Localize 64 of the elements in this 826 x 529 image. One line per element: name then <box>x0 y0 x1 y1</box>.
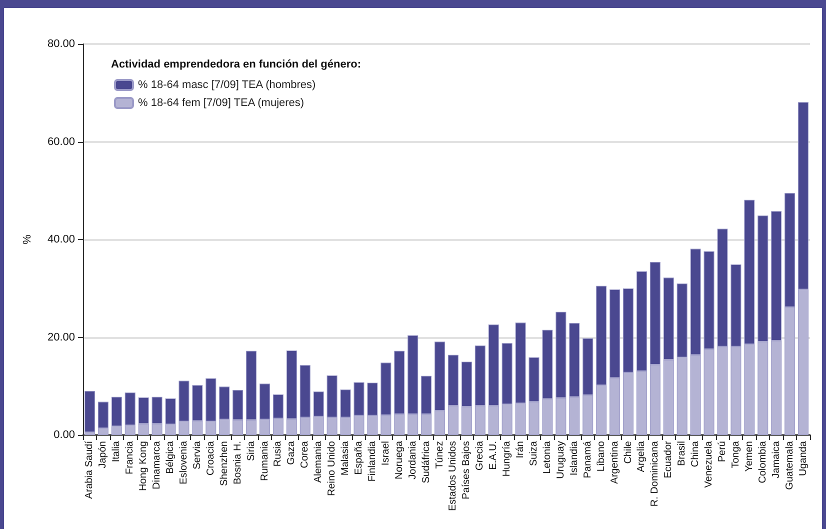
x-tick-label: Siria <box>246 440 257 462</box>
x-tick-label: Japón <box>98 441 109 468</box>
x-tick-label: Eslovenia <box>178 440 190 484</box>
legend-title: Actividad emprendedora en función del género: <box>111 58 361 70</box>
x-tick-label: Panamá <box>582 440 594 478</box>
x-tick-label: Chile <box>622 440 634 464</box>
x-tick-label: Uganda <box>798 440 809 476</box>
x-tick-label: Yemen <box>744 441 755 472</box>
x-tick-label: Arabia Saudí <box>84 440 96 499</box>
x-tick-label: España <box>353 440 364 475</box>
legend-label: % 18-64 fem [7/09] TEA (mujeres) <box>138 97 304 109</box>
x-tick-label: Jamaica <box>770 440 782 478</box>
x-tick-label: Bosnia H. <box>232 441 244 484</box>
x-tick-label: Suiza <box>528 440 540 466</box>
bar <box>84 391 95 432</box>
x-tick-label: Líbano <box>596 440 607 472</box>
x-tick-label: Jordania <box>407 440 418 480</box>
x-tick-label: Dinamarca <box>152 440 163 490</box>
y-axis-title: % <box>22 234 34 244</box>
x-tick-label: Reino Unido <box>326 440 338 496</box>
x-tick-label: Venezuela <box>704 440 715 488</box>
x-tick-label: Malasia <box>340 440 352 476</box>
y-tick-label: 80.00 <box>47 38 75 50</box>
x-tick-label: R. Dominicana <box>650 440 661 507</box>
x-tick-label: E.A.U. <box>488 441 500 470</box>
y-tick-label: 20.00 <box>47 331 75 344</box>
x-tick-label: Noruega <box>394 440 405 480</box>
x-tick-label: Argentina <box>609 440 620 484</box>
x-tick-label: Hungría <box>502 440 513 477</box>
x-tick-label: Gaza <box>286 440 298 465</box>
x-tick-label: Brasil <box>676 441 688 466</box>
x-tick-label: China <box>690 440 702 468</box>
y-tick-label: 0.00 <box>54 429 75 441</box>
x-tick-label: Letonia <box>542 440 553 474</box>
x-tick-label: Estados Unidos <box>448 441 459 512</box>
legend-label: % 18-64 masc [7/09] TEA (hombres) <box>138 79 316 91</box>
x-tick-label: Rumania <box>259 440 270 482</box>
x-tick-label: Francia <box>124 440 136 474</box>
x-tick-label: Hong Kong <box>138 441 150 492</box>
x-tick-label: Italia <box>111 440 122 462</box>
x-tick-label: Países Bajos <box>461 441 472 500</box>
x-tick-label: Perú <box>716 441 728 462</box>
x-tick-label: Alemania <box>313 440 324 483</box>
x-tick-label: Sudáfrica <box>420 440 432 484</box>
x-tick-label: Ecuador <box>663 440 674 478</box>
x-tick-label: Croacia <box>205 440 216 476</box>
x-tick-label: Servia <box>192 440 203 470</box>
x-tick-label: Israel <box>380 441 392 466</box>
x-tick-label: Irán <box>515 441 526 458</box>
x-tick-label: Colombia <box>757 440 768 484</box>
x-tick-label: Tonga <box>730 440 742 468</box>
x-tick-label: Islandia <box>568 440 580 476</box>
x-tick-label: Grecia <box>474 440 486 470</box>
x-tick-label: Argelia <box>636 440 648 472</box>
x-tick-label: Corea <box>300 440 311 468</box>
x-tick-label: Uruguay <box>555 441 566 479</box>
x-tick-label: Guatemala <box>784 440 796 490</box>
x-tick-label: Bélgica <box>165 440 176 474</box>
x-tick-label: Túnez <box>434 441 446 469</box>
y-tick-label: 60.00 <box>47 136 75 148</box>
x-tick-label: Shenzhen <box>218 441 230 486</box>
x-tick-label: Rusia <box>272 440 284 467</box>
x-tick-label: Finlandia <box>366 440 378 482</box>
y-tick-label: 40.00 <box>47 234 75 246</box>
